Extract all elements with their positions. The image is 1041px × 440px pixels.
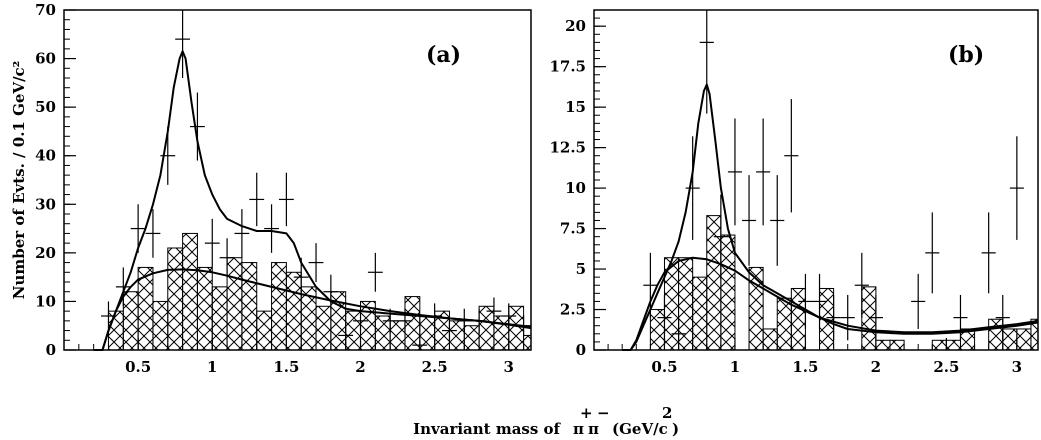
background-hist-bar (448, 320, 465, 351)
x-tick-label: 2 (871, 358, 881, 376)
background-hist-bar (152, 300, 169, 351)
x-tick-label: 0.5 (651, 358, 677, 376)
x-tick-label: 3 (504, 358, 514, 376)
background-hist-bar (107, 310, 124, 351)
y-tick-label: 70 (35, 1, 56, 19)
background-fit-curve (622, 256, 1039, 351)
x-axis-label-prefix: Invariant mass of (413, 420, 561, 438)
background-hist-bar (988, 318, 1004, 351)
background-hist-bar (861, 286, 877, 351)
background-hist-bar (196, 266, 213, 351)
x-axis-label-pi-plus: π (573, 420, 584, 438)
background-hist-bar (345, 310, 362, 351)
background-hist-bar (478, 305, 495, 351)
background-hist-bar (271, 262, 287, 351)
background-hist-bar (762, 328, 778, 351)
x-tick-label: 1 (730, 358, 740, 376)
panel-label: (a) (426, 42, 461, 68)
background-hist-bar (241, 262, 258, 351)
background-hist-bar (523, 334, 532, 351)
y-tick-label: 15 (565, 98, 586, 116)
background-hist-bar (889, 339, 905, 351)
background-hist-bar (678, 257, 694, 351)
y-tick-label: 7.5 (560, 220, 586, 238)
background-hist-bar (256, 310, 273, 351)
background-hist-bar (776, 297, 792, 351)
y-tick-label: 10 (35, 292, 56, 310)
x-tick-label: 0.5 (125, 358, 151, 376)
y-tick-label: 12.5 (549, 139, 586, 157)
x-axis-label: Invariant mass of π + π − (GeV/c 2 ) (413, 404, 679, 438)
y-axis-label: Number of Evts. / 0.1 GeV/c² (10, 61, 28, 299)
x-axis-label-plus-sign: + (580, 404, 593, 422)
x-tick-label: 3 (1012, 358, 1022, 376)
total-fit-curve (622, 83, 1039, 351)
background-hist-bar (692, 276, 708, 351)
x-axis-label-pi-minus: π (588, 420, 599, 438)
y-tick-label: 2.5 (560, 301, 586, 319)
x-tick-label: 2.5 (933, 358, 959, 376)
y-tick-label: 60 (35, 50, 56, 68)
background-hist-bar (315, 305, 332, 351)
background-hist-bar (508, 305, 525, 351)
background-hist-bar (389, 320, 406, 351)
plot-frame (63, 9, 532, 351)
background-hist-bar (1016, 328, 1032, 351)
x-axis-label-units: (GeV/c (612, 420, 668, 438)
panel-b-chart: 0 2.5 5 7.5 10 12.5 15 17.5 20 0.5 1 1.5 2 2.5 3 (b) (549, 9, 1039, 376)
background-hist-bar (1002, 328, 1018, 351)
background-hist-bar (493, 315, 510, 351)
background-hist-bar (226, 257, 243, 351)
background-hist-bar (463, 325, 480, 351)
y-tick-label: 30 (35, 195, 56, 213)
x-axis-label-units-sup: 2 (662, 404, 672, 422)
x-tick-label: 1 (207, 358, 217, 376)
y-tick-label: 10 (565, 179, 586, 197)
background-hist-bar (404, 296, 421, 351)
background-hist-bar (706, 215, 722, 351)
background-hist-bar (122, 291, 139, 351)
panel-a-chart: 0 10 20 30 40 50 60 70 0.5 1 1.5 2 2.5 3 (a) (35, 1, 532, 376)
background-hist-bar (720, 234, 736, 351)
panel-label: (b) (948, 42, 984, 68)
y-tick-label: 20 (565, 17, 586, 35)
total-fit-curve (93, 50, 532, 351)
y-tick-label: 5 (576, 260, 586, 278)
background-hist-bar (137, 266, 154, 351)
y-tick-label: 0 (576, 341, 586, 359)
background-hist-bar (790, 287, 806, 351)
y-tick-label: 50 (35, 98, 56, 116)
x-tick-label: 2 (355, 358, 365, 376)
x-tick-label: 2.5 (422, 358, 448, 376)
x-axis-label-minus-sign: − (597, 404, 610, 422)
background-hist-bar (167, 247, 184, 351)
background-hist-bar (649, 309, 665, 351)
background-hist-bar (945, 339, 961, 351)
background-hist-bar (285, 271, 302, 351)
background-hist-bar (211, 286, 228, 351)
x-tick-label: 1.5 (792, 358, 818, 376)
x-tick-label: 1.5 (273, 358, 299, 376)
background-hist-bar (931, 339, 947, 351)
x-axis-label-units-close: ) (672, 420, 679, 438)
background-hist-bar (182, 232, 198, 351)
background-hist-bar (875, 339, 891, 351)
y-tick-label: 0 (46, 341, 56, 359)
y-tick-label: 17.5 (549, 58, 586, 76)
y-tick-label: 40 (35, 147, 56, 165)
y-tick-label: 20 (35, 244, 56, 262)
